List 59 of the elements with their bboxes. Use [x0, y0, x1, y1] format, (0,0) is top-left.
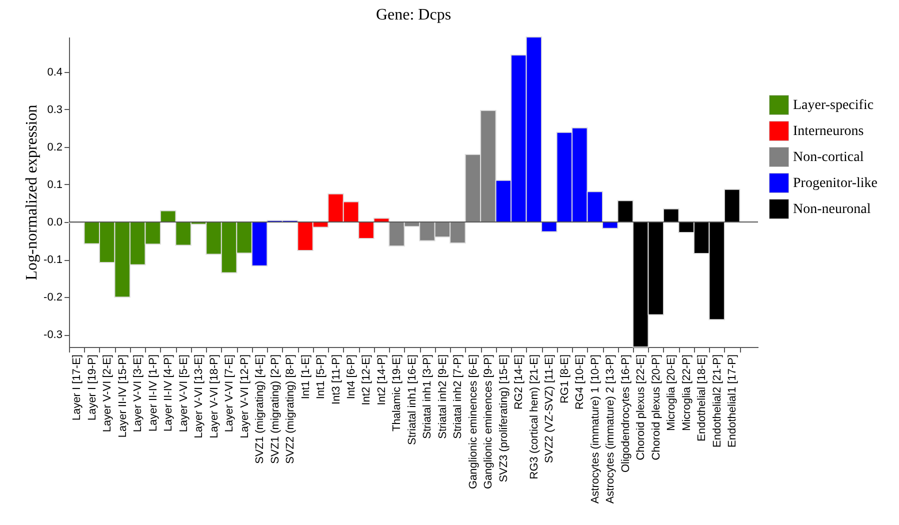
- x-tick-label: Striatal inh1 [3-P]: [422, 354, 434, 439]
- legend-label: Non-neuronal: [793, 202, 871, 217]
- x-tick-label: Microglia [20-E]: [666, 354, 678, 431]
- x-tick-label: Int3 [11-P]: [330, 354, 342, 404]
- y-tick-label: 0.3: [47, 104, 62, 116]
- x-tick-label: Layer V-VI [12-P]: [238, 354, 251, 438]
- legend-label: Layer-specific: [793, 98, 874, 113]
- x-tick-label: SVZ1 (migrating) [4-E]: [254, 354, 266, 464]
- x-tick-label: Layer V-VI [7-E]: [224, 354, 236, 432]
- x-tick-label: SVZ2 (migrating) [8-P]: [284, 354, 297, 464]
- x-tick-label: Endothelial [18-E]: [696, 354, 708, 442]
- y-tick-label: 0.0: [47, 216, 62, 229]
- x-tick-label: Int2 [14-P]: [376, 354, 388, 406]
- x-tick-label: Int1 [5-P]: [315, 354, 328, 400]
- x-tick-label: RG3 (cortical hem) [21-E]: [528, 354, 540, 480]
- x-tick-label: Microglia [22-P]: [680, 354, 693, 431]
- x-tick-label: Layer I [19-P]: [86, 354, 98, 421]
- x-tick-label: Striatal inh2 [7-P]: [452, 354, 464, 439]
- x-tick-label: Layer V-VI [2-E]: [102, 354, 114, 432]
- legend-label: Progenitor-like: [793, 176, 878, 191]
- x-tick-label: SVZ2 (VZ-SVZ) [11-E]: [544, 354, 556, 464]
- x-tick-label: SVZ3 (proliferating) [15-E]: [498, 354, 510, 482]
- x-tick-label: Layer V-VI [18-P]: [208, 354, 220, 438]
- y-axis-title: Log-normalized expression: [24, 104, 41, 280]
- x-tick-label: RG2 [14-E]: [513, 354, 526, 410]
- x-tick-label: Layer II-IV [1-P]: [147, 354, 160, 432]
- x-tick-label: Choroid plexus [20-P]: [650, 354, 662, 460]
- x-tick-label: Layer V-VI [3-E]: [132, 354, 144, 432]
- x-tick-label: Astrocytes (immature) 2 [13-P]: [604, 354, 617, 504]
- y-tick-label: -0.1: [44, 254, 62, 266]
- x-tick-label: Ganglionic eminences [6-E]: [467, 354, 480, 490]
- x-tick-label: Layer V-VI [13-E]: [193, 354, 206, 438]
- y-tick-label: -0.2: [44, 292, 62, 304]
- x-tick-label: RG4 [10-E]: [574, 354, 586, 410]
- x-tick-label: Endothelial1 [17-P]: [726, 354, 739, 448]
- x-tick-label: Layer II-IV [15-P]: [116, 354, 129, 438]
- x-tick-label: RG1 [8-E]: [558, 354, 571, 404]
- x-tick-label: Int2 [12-E]: [360, 354, 373, 406]
- x-tick-label: Layer II-IV [4-P]: [162, 354, 175, 432]
- x-tick-label: Astrocytes (immature) 1 [10-P]: [589, 354, 602, 504]
- x-tick-label: Layer V-VI [5-E]: [178, 354, 190, 432]
- x-tick-label: Striatal inh2 [9-E]: [436, 354, 449, 439]
- x-tick-label: Thalamic [19-E]: [391, 354, 404, 432]
- x-tick-label: Striatal inh1 [16-E]: [406, 354, 418, 445]
- x-tick-label: Int1 [1-E]: [300, 354, 312, 400]
- x-tick-label: Oligodendrocytes [16-P]: [620, 354, 632, 473]
- y-tick-label: 0.2: [47, 141, 62, 154]
- y-tick-label: 0.1: [47, 178, 62, 191]
- x-tick-label: Choroid plexus [22-E]: [635, 354, 648, 460]
- x-tick-label: Int4 [6-P]: [346, 354, 358, 400]
- x-tick-label: Ganglionic eminences [9-P]: [482, 354, 495, 490]
- x-tick-label: Endothelial2 [21-P]: [711, 354, 724, 448]
- x-tick-label: SVZ1 (migrating) [2-P]: [269, 354, 282, 464]
- x-tick-label: Layer I [17-E]: [71, 354, 84, 421]
- y-tick-label: 0.4: [47, 66, 62, 78]
- legend-label: Interneurons: [793, 124, 864, 139]
- legend-label: Non-cortical: [793, 150, 864, 165]
- y-tick-label: -0.3: [44, 329, 62, 342]
- chart-title: Gene: Dcps: [376, 6, 452, 24]
